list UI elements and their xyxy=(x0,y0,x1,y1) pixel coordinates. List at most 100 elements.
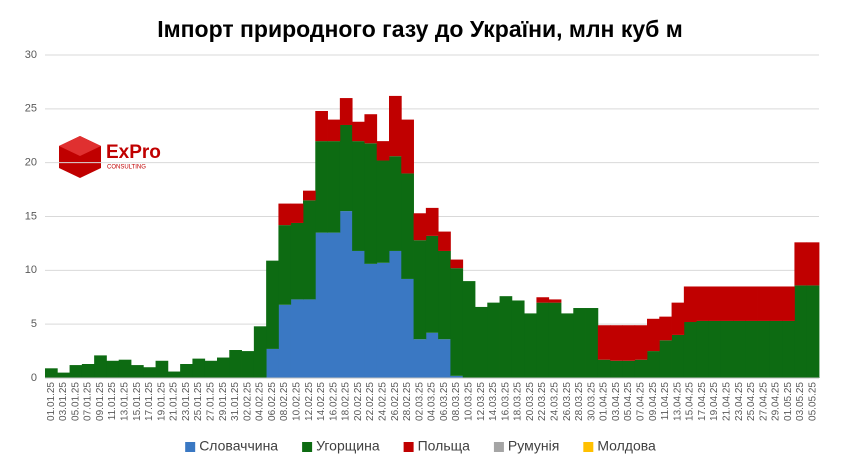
x-tick-label: 01.04.25 xyxy=(599,382,610,421)
y-tick-label: 10 xyxy=(25,264,37,276)
bar xyxy=(278,304,292,378)
bar xyxy=(683,322,697,378)
bar xyxy=(499,296,513,378)
bar xyxy=(438,231,451,251)
y-tick-label: 15 xyxy=(25,210,37,222)
bar xyxy=(671,302,685,335)
bar xyxy=(536,297,550,303)
bar xyxy=(241,351,255,378)
bar xyxy=(352,141,365,251)
bar xyxy=(733,286,746,321)
x-tick-label: 03.05.25 xyxy=(795,382,806,421)
x-tick-label: 01.01.25 xyxy=(46,382,57,421)
bar xyxy=(401,278,414,378)
x-tick-label: 16.02.25 xyxy=(328,382,339,421)
bar xyxy=(389,156,402,251)
bar xyxy=(438,339,451,378)
bar xyxy=(610,325,623,361)
bar xyxy=(167,371,181,378)
bar xyxy=(757,320,771,378)
logo: ExPro CONSULTING xyxy=(59,136,161,178)
legend-swatch xyxy=(185,442,196,452)
x-tick-label: 31.01.25 xyxy=(230,382,241,421)
bar xyxy=(339,211,353,378)
bar xyxy=(634,325,648,360)
x-tick-label: 21.04.25 xyxy=(721,382,732,421)
x-tick-label: 16.03.25 xyxy=(500,382,511,421)
bar xyxy=(106,360,120,378)
x-tick-label: 28.02.25 xyxy=(402,382,413,421)
x-tick-label: 27.01.25 xyxy=(205,382,216,421)
x-tick-label: 07.01.25 xyxy=(83,382,94,421)
bar xyxy=(622,360,636,378)
bar xyxy=(794,242,808,286)
bar xyxy=(118,359,132,378)
bar xyxy=(634,359,648,378)
x-tick-label: 20.02.25 xyxy=(353,382,364,421)
x-tick-label: 05.01.25 xyxy=(70,382,81,421)
bar xyxy=(315,110,328,142)
bar xyxy=(278,203,292,226)
x-tick-label: 13.04.25 xyxy=(672,382,683,421)
bar xyxy=(806,242,820,286)
bar xyxy=(389,250,402,378)
bar xyxy=(376,141,390,161)
x-tick-label: 10.02.25 xyxy=(291,382,302,421)
bar xyxy=(290,203,304,223)
bar xyxy=(339,124,353,212)
x-tick-label: 20.03.25 xyxy=(525,382,536,421)
y-tick-label: 30 xyxy=(25,49,37,61)
bar xyxy=(720,320,734,378)
bar xyxy=(376,160,390,263)
bar xyxy=(217,357,230,378)
bar xyxy=(745,320,758,378)
bar xyxy=(462,281,476,378)
bar xyxy=(376,262,390,378)
x-tick-label: 14.02.25 xyxy=(316,382,327,421)
y-tick-label: 20 xyxy=(25,157,37,169)
bar xyxy=(45,368,58,378)
legend-text: Румунія xyxy=(508,438,559,454)
bar xyxy=(438,250,451,340)
x-tick-label: 10.03.25 xyxy=(463,382,474,421)
x-tick-label: 18.03.25 xyxy=(513,382,524,421)
bar xyxy=(57,372,70,378)
legend-swatch xyxy=(583,442,594,452)
bar xyxy=(561,313,574,378)
bar xyxy=(364,143,378,264)
bar xyxy=(782,320,795,378)
logo-icon-top xyxy=(59,136,101,156)
bar xyxy=(303,200,316,300)
bar xyxy=(303,190,316,201)
x-tick-label: 04.02.25 xyxy=(255,382,266,421)
x-tick-label: 29.04.25 xyxy=(771,382,782,421)
bar xyxy=(585,308,599,378)
x-tick-label: 04.03.25 xyxy=(427,382,438,421)
bar xyxy=(659,340,672,378)
bar xyxy=(94,355,107,378)
bar xyxy=(352,121,365,142)
bar xyxy=(315,232,328,378)
bar xyxy=(450,259,464,269)
bar xyxy=(315,141,328,233)
y-tick-label: 25 xyxy=(25,103,37,115)
legend-text: Польща xyxy=(418,438,471,454)
bar xyxy=(155,360,169,378)
bar xyxy=(450,375,464,378)
x-tick-label: 14.03.25 xyxy=(488,382,499,421)
x-tick-label: 01.05.25 xyxy=(783,382,794,421)
bar xyxy=(253,326,267,378)
bar xyxy=(339,98,353,125)
x-tick-label: 02.03.25 xyxy=(414,382,425,421)
x-tick-label: 15.01.25 xyxy=(132,382,143,421)
x-tick-label: 25.04.25 xyxy=(746,382,757,421)
x-tick-label: 24.02.25 xyxy=(377,382,388,421)
bar xyxy=(327,119,341,142)
bar xyxy=(266,260,279,349)
bar xyxy=(524,313,537,378)
x-tick-label: 17.01.25 xyxy=(144,382,155,421)
x-tick-label: 07.04.25 xyxy=(635,382,646,421)
bar xyxy=(364,263,378,378)
x-tick-label: 05.04.25 xyxy=(623,382,634,421)
